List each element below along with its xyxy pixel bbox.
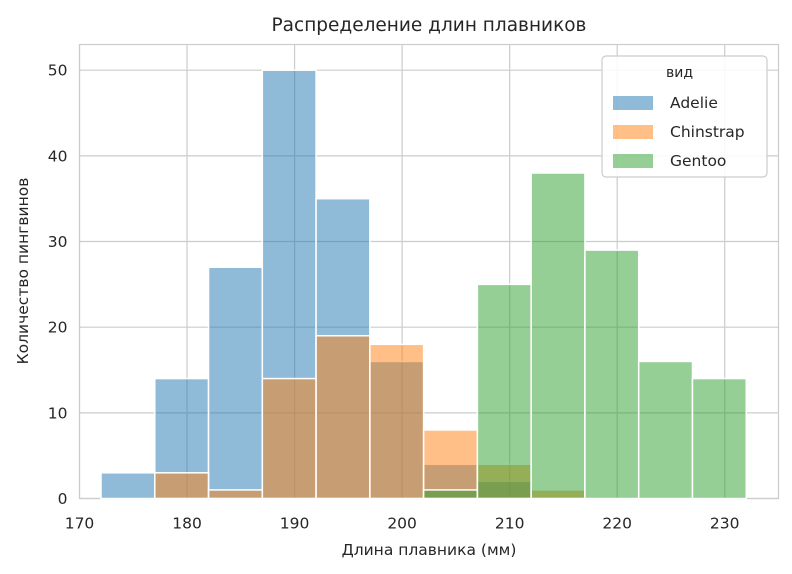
- y-axis-title: Количество пингвинов: [14, 178, 32, 365]
- legend-swatch-gentoo: [613, 154, 653, 168]
- bar-chinstrap: [154, 472, 210, 500]
- x-tick-label: 190: [280, 515, 310, 533]
- legend-label-gentoo: Gentoo: [670, 152, 726, 170]
- y-tick-labels: 0 10 20 30 40 50: [48, 62, 68, 508]
- bar-adelie: [207, 266, 264, 500]
- bar-gentoo: [584, 249, 640, 500]
- y-tick-label: 50: [48, 62, 68, 80]
- y-tick-label: 0: [58, 490, 68, 508]
- legend-label-chinstrap: Chinstrap: [670, 123, 745, 141]
- bar-adelie: [100, 472, 156, 500]
- y-tick-label: 30: [48, 233, 68, 251]
- legend: вид Adelie Chinstrap Gentoo: [601, 55, 768, 178]
- bar-chinstrap: [207, 489, 264, 500]
- x-tick-label: 200: [387, 515, 417, 533]
- bar-gentoo: [637, 360, 694, 500]
- bar-chinstrap: [315, 334, 371, 500]
- bar-gentoo: [476, 283, 532, 500]
- legend-swatch-chinstrap: [613, 125, 653, 139]
- legend-swatch-adelie: [613, 96, 653, 110]
- legend-label-adelie: Adelie: [670, 94, 718, 112]
- bar-chinstrap: [369, 343, 425, 500]
- y-tick-label: 20: [48, 319, 68, 337]
- bar-chinstrap: [422, 429, 479, 500]
- bar-gentoo: [691, 377, 747, 500]
- x-tick-label: 230: [710, 515, 740, 533]
- x-axis-title: Длина плавника (мм): [342, 541, 517, 559]
- bar-gentoo: [422, 489, 479, 500]
- histogram-bars: [100, 69, 747, 500]
- legend-box: [601, 55, 768, 178]
- x-tick-label: 180: [172, 515, 202, 533]
- legend-title: вид: [666, 65, 693, 81]
- y-tick-label: 40: [48, 147, 68, 165]
- bar-gentoo: [530, 172, 586, 500]
- y-tick-label: 10: [48, 404, 68, 422]
- x-tick-label: 210: [495, 515, 525, 533]
- chart-title: Распределение длин плавников: [272, 15, 587, 36]
- x-tick-label: 220: [602, 515, 632, 533]
- x-tick-labels: 170 180 190 200 210 220 230: [65, 515, 740, 533]
- x-tick-label: 170: [65, 515, 95, 533]
- bar-chinstrap: [261, 377, 317, 500]
